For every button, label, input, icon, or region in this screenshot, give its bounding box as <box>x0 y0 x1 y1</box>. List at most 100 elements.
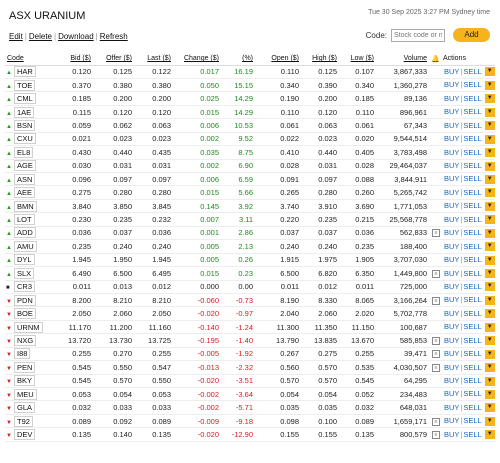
sell-button[interactable]: SELL <box>463 362 482 372</box>
col-bid[interactable]: Bid ($) <box>57 53 95 66</box>
col-volume[interactable]: Volume <box>378 53 431 66</box>
buy-button[interactable]: BUY <box>444 416 460 426</box>
chevron-down-icon[interactable]: ▼ <box>484 282 495 292</box>
stock-code-link[interactable]: CXU <box>14 133 36 145</box>
buy-button[interactable]: BUY <box>444 147 460 157</box>
chevron-down-icon[interactable]: ▼ <box>484 188 495 198</box>
col-open[interactable]: Open ($) <box>257 53 303 66</box>
chevron-down-icon[interactable]: ▼ <box>484 201 495 211</box>
chevron-down-icon[interactable]: ▼ <box>484 269 495 279</box>
refresh-link[interactable]: Refresh <box>99 32 128 41</box>
buy-button[interactable]: BUY <box>444 376 460 386</box>
col-last[interactable]: Last ($) <box>136 53 175 66</box>
sell-button[interactable]: SELL <box>463 322 482 332</box>
sell-button[interactable]: SELL <box>463 93 482 103</box>
chevron-down-icon[interactable]: ▼ <box>484 403 495 413</box>
stock-code-link[interactable]: NXG <box>14 334 37 346</box>
stock-code-link[interactable]: PEN <box>14 361 36 373</box>
add-button[interactable]: Add <box>453 28 490 42</box>
stock-code-input[interactable] <box>391 28 445 42</box>
chevron-down-icon[interactable]: ▼ <box>484 416 495 426</box>
buy-button[interactable]: BUY <box>444 93 460 103</box>
chevron-down-icon[interactable]: ▼ <box>484 376 495 386</box>
buy-button[interactable]: BUY <box>444 429 460 439</box>
stock-code-link[interactable]: PDN <box>14 294 36 306</box>
chevron-down-icon[interactable]: ▼ <box>484 349 495 359</box>
chevron-down-icon[interactable]: ▼ <box>484 148 495 158</box>
buy-button[interactable]: BUY <box>444 281 460 291</box>
stock-code-link[interactable]: MEU <box>14 388 37 400</box>
stock-code-link[interactable]: LOT <box>14 214 35 226</box>
sell-button[interactable]: SELL <box>463 228 482 238</box>
stock-code-link[interactable]: HAR <box>14 66 36 78</box>
sell-button[interactable]: SELL <box>463 66 482 76</box>
sell-button[interactable]: SELL <box>463 241 482 251</box>
chevron-down-icon[interactable]: ▼ <box>484 295 495 305</box>
stock-code-link[interactable]: ASN <box>14 173 36 185</box>
chevron-down-icon[interactable]: ▼ <box>484 228 495 238</box>
sell-button[interactable]: SELL <box>463 107 482 117</box>
chevron-down-icon[interactable]: ▼ <box>484 322 495 332</box>
note-icon[interactable]: ≡ <box>432 229 440 238</box>
buy-button[interactable]: BUY <box>444 308 460 318</box>
sell-button[interactable]: SELL <box>463 80 482 90</box>
chevron-down-icon[interactable]: ▼ <box>484 255 495 265</box>
stock-code-link[interactable]: AMU <box>14 240 37 252</box>
buy-button[interactable]: BUY <box>444 120 460 130</box>
chevron-down-icon[interactable]: ▼ <box>484 121 495 131</box>
stock-code-link[interactable]: URNM <box>14 321 43 333</box>
chevron-down-icon[interactable]: ▼ <box>484 107 495 117</box>
chevron-down-icon[interactable]: ▼ <box>484 215 495 225</box>
sell-button[interactable]: SELL <box>463 308 482 318</box>
buy-button[interactable]: BUY <box>444 174 460 184</box>
buy-button[interactable]: BUY <box>444 228 460 238</box>
sell-button[interactable]: SELL <box>463 268 482 278</box>
buy-button[interactable]: BUY <box>444 80 460 90</box>
stock-code-link[interactable]: ADD <box>14 227 36 239</box>
buy-button[interactable]: BUY <box>444 402 460 412</box>
chevron-down-icon[interactable]: ▼ <box>484 80 495 90</box>
sell-button[interactable]: SELL <box>463 416 482 426</box>
buy-button[interactable]: BUY <box>444 66 460 76</box>
note-icon[interactable]: ≡ <box>432 350 440 359</box>
stock-code-link[interactable]: TOE <box>14 79 36 91</box>
buy-button[interactable]: BUY <box>444 161 460 171</box>
col-pct[interactable]: (%) <box>223 53 257 66</box>
sell-button[interactable]: SELL <box>463 255 482 265</box>
chevron-down-icon[interactable]: ▼ <box>484 430 495 440</box>
stock-code-link[interactable]: T92 <box>14 415 33 427</box>
buy-button[interactable]: BUY <box>444 389 460 399</box>
col-change[interactable]: Change ($) <box>175 53 223 66</box>
sell-button[interactable]: SELL <box>463 376 482 386</box>
buy-button[interactable]: BUY <box>444 214 460 224</box>
sell-button[interactable]: SELL <box>463 402 482 412</box>
note-icon[interactable]: ≡ <box>432 417 440 426</box>
col-high[interactable]: High ($) <box>303 53 341 66</box>
chevron-down-icon[interactable]: ▼ <box>484 174 495 184</box>
buy-button[interactable]: BUY <box>444 362 460 372</box>
buy-button[interactable]: BUY <box>444 241 460 251</box>
stock-code-link[interactable]: AGE <box>14 160 36 172</box>
sell-button[interactable]: SELL <box>463 201 482 211</box>
stock-code-link[interactable]: SLX <box>14 267 35 279</box>
buy-button[interactable]: BUY <box>444 335 460 345</box>
stock-code-link[interactable]: GLA <box>14 402 36 414</box>
buy-button[interactable]: BUY <box>444 349 460 359</box>
stock-code-link[interactable]: BMN <box>14 200 37 212</box>
delete-link[interactable]: Delete <box>28 32 52 41</box>
stock-code-link[interactable]: DEV <box>14 429 36 441</box>
buy-button[interactable]: BUY <box>444 107 460 117</box>
chevron-down-icon[interactable]: ▼ <box>484 67 495 77</box>
note-icon[interactable]: ≡ <box>432 269 440 278</box>
stock-code-link[interactable]: BOE <box>14 308 36 320</box>
buy-button[interactable]: BUY <box>444 187 460 197</box>
sell-button[interactable]: SELL <box>463 134 482 144</box>
download-link[interactable]: Download <box>58 32 94 41</box>
chevron-down-icon[interactable]: ▼ <box>484 161 495 171</box>
sell-button[interactable]: SELL <box>463 281 482 291</box>
chevron-down-icon[interactable]: ▼ <box>484 309 495 319</box>
sell-button[interactable]: SELL <box>463 174 482 184</box>
stock-code-link[interactable]: BKY <box>14 375 36 387</box>
buy-button[interactable]: BUY <box>444 295 460 305</box>
stock-code-link[interactable]: CML <box>14 93 36 105</box>
